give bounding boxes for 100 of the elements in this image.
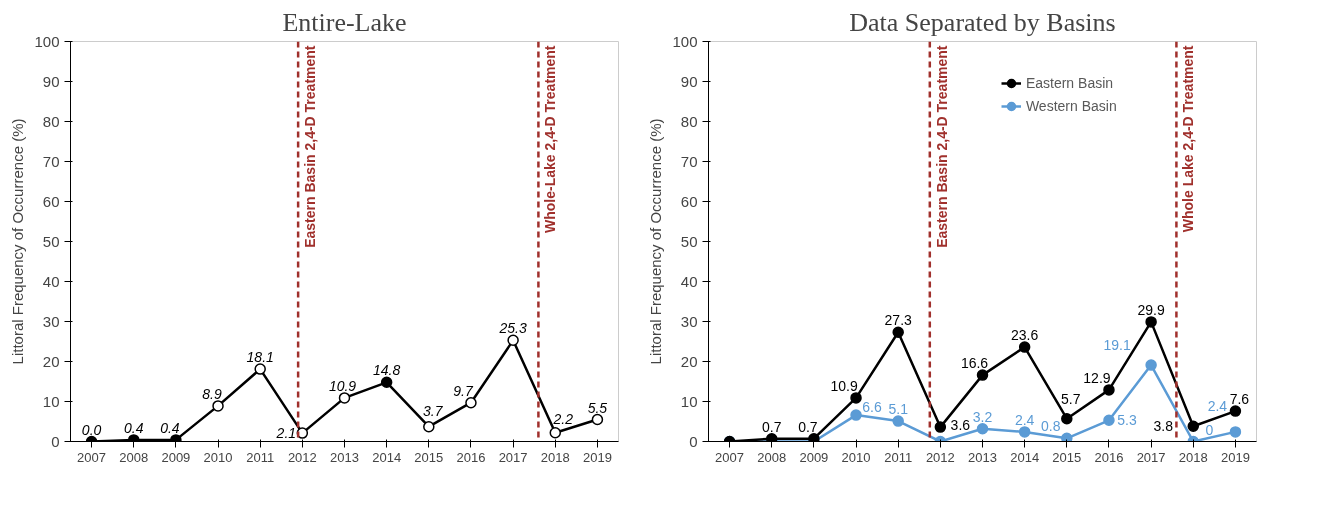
x-tick-label: 2010	[203, 449, 233, 465]
y-tick-label: 40	[42, 272, 60, 290]
data-label: 2.4	[1207, 397, 1228, 414]
data-label: 0	[1205, 421, 1214, 438]
y-tick-label: 30	[680, 312, 698, 330]
y-tick-label: 0	[51, 432, 60, 450]
x-tick-label: 2008	[119, 449, 149, 465]
x-tick-label: 2018	[1178, 449, 1208, 465]
x-tick-label: 2009	[799, 449, 829, 465]
y-tick-label: 60	[42, 192, 60, 210]
y-tick-label: 60	[680, 192, 698, 210]
y-tick-label: 80	[42, 112, 60, 130]
x-tick-label: 2009	[161, 449, 191, 465]
data-label: 29.9	[1137, 301, 1165, 318]
data-label: 5.1	[888, 401, 909, 418]
y-tick-label: 70	[680, 152, 698, 170]
chart-title: Entire-Lake	[282, 7, 407, 37]
data-label: 5.7	[1061, 390, 1081, 407]
data-label: 23.6	[1011, 327, 1039, 344]
y-tick-label: 10	[680, 392, 698, 410]
data-label: 6.6	[862, 399, 882, 416]
point	[892, 326, 904, 339]
y-tick-label: 80	[680, 112, 698, 130]
point	[1018, 341, 1031, 353]
x-tick-label: 2018	[540, 449, 570, 465]
x-tick-label: 2007	[77, 449, 107, 465]
point	[1018, 426, 1031, 438]
data-label: 14.8	[373, 362, 401, 379]
data-label: 0.7	[798, 418, 818, 435]
x-tick-label: 2019	[1220, 449, 1250, 465]
x-tick-label: 2017	[1136, 449, 1166, 465]
ref-line-label: Whole Lake 2,4-D Treatment	[1180, 45, 1197, 233]
point	[1187, 420, 1200, 433]
x-tick-label: 2016	[456, 449, 486, 465]
x-tick-label: 2012	[925, 449, 955, 465]
data-label: 0.4	[160, 419, 180, 436]
y-tick-label: 0	[689, 432, 698, 450]
data-label: 9.7	[453, 382, 474, 399]
point	[1103, 414, 1115, 427]
point	[976, 422, 989, 435]
data-label: 7.6	[1229, 391, 1250, 408]
data-label: 3.6	[950, 417, 971, 434]
y-tick-label: 50	[42, 232, 60, 250]
data-label: 10.9	[328, 377, 357, 394]
x-tick-label: 2015	[1052, 449, 1082, 465]
x-tick-label: 2011	[246, 449, 275, 465]
data-label: 5.5	[587, 399, 608, 416]
x-tick-label: 2019	[582, 449, 612, 465]
x-tick-label: 2014	[372, 449, 402, 465]
y-tick-label: 100	[672, 32, 698, 50]
y-axis-title: Littoral Frequency of Occurrence (%)	[9, 118, 27, 365]
chart-title: Data Separated by Basins	[849, 7, 1116, 37]
data-label: 3.2	[972, 408, 993, 425]
ref-line-label: Eastern Basin 2,4-D Treatment	[933, 45, 950, 248]
point	[1145, 316, 1157, 328]
x-tick-label: 2013	[968, 449, 997, 465]
point	[1229, 405, 1242, 417]
data-label: 2.1	[275, 425, 297, 442]
x-tick-label: 2011	[884, 449, 913, 465]
y-tick-label: 70	[42, 152, 60, 170]
data-label: 2.4	[1014, 411, 1035, 428]
x-tick-label: 2017	[498, 449, 528, 465]
x-tick-label: 2012	[287, 449, 317, 465]
x-tick-label: 2014	[1010, 449, 1040, 465]
point	[850, 392, 862, 404]
y-tick-label: 40	[680, 272, 698, 290]
y-tick-label: 90	[42, 72, 60, 90]
y-axis-title: Littoral Frequency of Occurrence (%)	[647, 118, 665, 365]
data-label: 16.6	[960, 355, 989, 372]
x-tick-label: 2015	[414, 449, 444, 465]
data-label: 19.1	[1103, 337, 1131, 354]
y-tick-label: 20	[680, 352, 698, 370]
point	[1229, 426, 1242, 438]
point	[1103, 384, 1115, 396]
data-label: 27.3	[884, 312, 913, 329]
ref-line-label: Eastern Basin 2,4-D Treatment	[302, 45, 319, 248]
x-tick-label: 2016	[1094, 449, 1124, 465]
y-tick-label: 10	[42, 392, 60, 410]
x-tick-label: 2010	[841, 449, 871, 465]
ref-line-label: Whole-Lake 2,4-D Treatment	[542, 45, 559, 233]
y-tick-label: 100	[34, 32, 60, 50]
data-label: 10.9	[830, 377, 858, 394]
data-label: 3.7	[423, 402, 444, 419]
point	[934, 421, 947, 433]
data-label: 0.8	[1041, 418, 1061, 435]
point	[892, 415, 904, 427]
y-tick-label: 90	[680, 72, 698, 90]
y-tick-label: 30	[42, 312, 60, 330]
data-label: 2.2	[552, 410, 574, 427]
data-label: 0.0	[81, 421, 102, 438]
data-label: 5.3	[1117, 412, 1137, 429]
legend-label: Western Basin	[1025, 98, 1117, 114]
x-tick-label: 2008	[757, 449, 787, 465]
data-label: 12.9	[1083, 369, 1111, 386]
data-label: 3.8	[1153, 418, 1174, 435]
x-tick-label: 2007	[715, 449, 745, 465]
x-tick-label: 2013	[330, 449, 359, 465]
legend-label: Eastern Basin	[1025, 75, 1114, 91]
y-tick-label: 20	[42, 352, 60, 370]
point	[1061, 412, 1073, 425]
